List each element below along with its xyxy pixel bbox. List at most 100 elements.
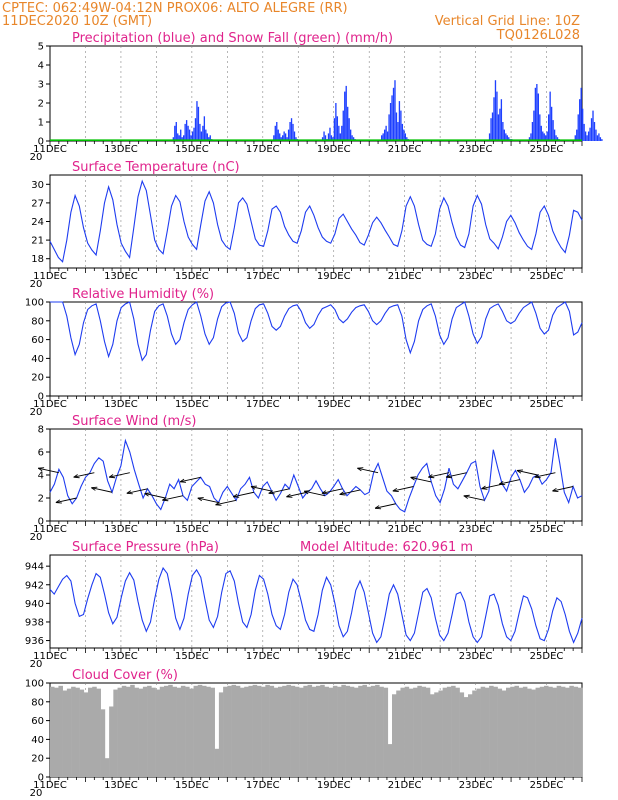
cloud-bar: [396, 690, 401, 777]
cloud-bar: [193, 685, 199, 777]
wind-arrow-head: [534, 474, 539, 478]
wind-arrow-head: [144, 492, 151, 494]
precip-bar: [273, 135, 275, 141]
y-tick-label: 100: [25, 679, 44, 690]
y-tick-label: 8: [38, 425, 44, 436]
x-tick-label: 13DEC: [104, 144, 138, 155]
cloud-bar: [235, 685, 241, 777]
precip-bar: [593, 122, 596, 141]
x-tick-label: 17DEC: [246, 399, 280, 410]
y-tick-label: 3: [38, 80, 44, 91]
x-partial-label: 20: [30, 279, 43, 290]
cloud-bar: [83, 692, 89, 777]
wind-arrow-head: [233, 493, 238, 498]
precip-bar: [280, 137, 282, 141]
precip-bar: [406, 137, 408, 141]
cloud-bar: [58, 685, 63, 777]
cloud-bar: [522, 686, 528, 777]
cloud-bar: [62, 690, 68, 777]
precip-bar: [583, 123, 585, 141]
x-tick-label: 13DEC: [104, 651, 138, 662]
x-tick-label: 19DEC: [317, 399, 351, 410]
humidity-line: [50, 301, 583, 362]
y-tick-label: 6: [38, 448, 44, 459]
y-tick-label: 60: [31, 716, 44, 727]
precip-bar: [490, 118, 492, 141]
precip-bar: [539, 114, 541, 141]
cloud-bar: [480, 686, 486, 777]
cloud-bar: [320, 684, 325, 777]
panel-temperature: 18 21 24 27 30 11DEC 13DEC 15DEC 17DEC 19DEC 21DEC…: [30, 160, 583, 290]
wind-arrow: [109, 472, 130, 478]
wind-arrow: [445, 472, 467, 478]
precip-bar: [208, 137, 210, 141]
cloud-bar: [307, 684, 313, 777]
cloud-bar: [286, 684, 291, 777]
panel-cloud: 0 20 40 60 80 100 11DEC 13DEC 15DEC 17DEC 19DEC 21D…: [25, 668, 583, 799]
y-tick-label: 20: [31, 373, 44, 384]
cloud-bar: [577, 687, 583, 777]
cloud-bar: [459, 692, 465, 777]
precip-bar: [279, 133, 281, 141]
wind-arrow-head: [268, 492, 275, 495]
x-partial-label: 20: [30, 407, 43, 418]
x-tick-label: 21DEC: [388, 780, 422, 791]
precip-bar: [194, 118, 197, 141]
precip-bar: [327, 133, 330, 141]
panels: 0 1 2 3 4 5 11DEC 13DEC 15DEC 17DEC 19DEC 21DEC 23DE…: [25, 31, 603, 799]
y-tick-label: 5: [38, 42, 44, 53]
precip-bar: [383, 129, 386, 141]
cloud-bar: [316, 685, 321, 777]
precip-bar: [397, 122, 399, 141]
precip-bar: [508, 137, 510, 141]
cloud-bar: [197, 684, 203, 777]
cloud-bar: [261, 686, 266, 777]
precip-bar: [342, 110, 344, 141]
panel-humidity: 0 20 40 60 80 100 11DEC 13DEC 15DEC 17DEC 19DEC 21D…: [25, 287, 583, 418]
y-tick-label: 60: [31, 335, 44, 346]
precip-bar: [336, 116, 339, 141]
cloud-bar: [345, 685, 351, 777]
wind-arrow-head: [37, 467, 43, 472]
cloud-bar: [358, 685, 363, 777]
precip-bar: [351, 135, 353, 141]
y-tick-label: 0: [38, 773, 44, 784]
cloud-bar: [472, 690, 477, 777]
cloud-bar: [54, 687, 59, 777]
cloud-bar: [518, 687, 524, 777]
cloud-bar: [434, 692, 439, 777]
precip-bar: [187, 125, 189, 141]
wind-arrow-head: [286, 493, 291, 498]
cloud-bar: [66, 688, 72, 777]
y-tick-label: 24: [31, 217, 44, 228]
wind-arrow-head: [126, 492, 133, 495]
y-tick-label: 80: [31, 697, 44, 708]
x-tick-label: 19DEC: [317, 780, 351, 791]
precip-bar: [601, 139, 603, 141]
x-tick-label: 17DEC: [246, 144, 280, 155]
cloud-bar: [311, 686, 317, 777]
wind-arrow: [91, 487, 113, 493]
precip-bar: [335, 103, 337, 141]
cloud-bar: [510, 686, 515, 777]
cloud-bar: [244, 686, 249, 777]
precip-bar: [598, 133, 600, 141]
wind-arrow: [516, 470, 538, 476]
wind-arrow-head: [463, 494, 470, 497]
cloud-bar: [265, 684, 270, 777]
x-tick-label: 21DEC: [388, 399, 422, 410]
cloud-bar: [79, 689, 85, 777]
cloud-bar: [151, 687, 156, 777]
wind-arrow-head: [162, 497, 167, 501]
cloud-bar: [484, 687, 490, 777]
x-tick-label: 15DEC: [175, 399, 209, 410]
precip-bar: [344, 91, 346, 141]
precip-bar: [546, 131, 548, 141]
wind-arrow-head: [73, 474, 78, 478]
wind-arrow-head: [180, 481, 187, 483]
wind-arrow-head: [552, 490, 559, 493]
x-tick-label: 11DEC: [33, 651, 67, 662]
cloud-bar: [147, 685, 152, 777]
wind-arrow-head: [481, 488, 488, 490]
panel-title: Cloud Cover (%): [72, 668, 178, 683]
